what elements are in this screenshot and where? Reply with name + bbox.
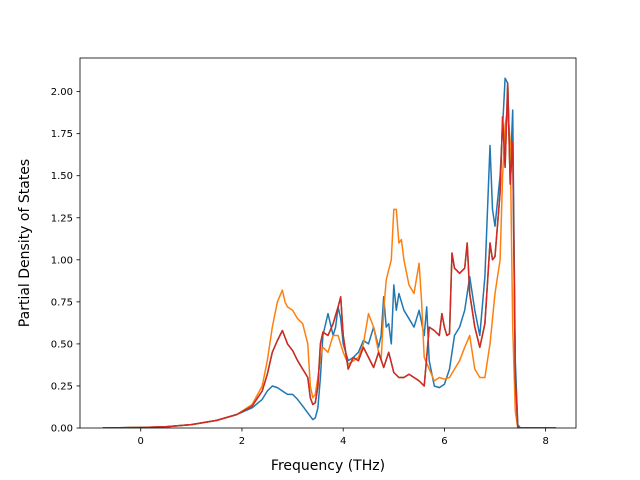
x-axis-ticks: 0 2 4 6 8 [138, 428, 549, 447]
axes-frame [79, 57, 577, 429]
y-tick-label: 1.25 [51, 213, 73, 224]
x-tick-label: 0 [138, 436, 144, 447]
y-axis-label: Partial Density of States [17, 159, 33, 327]
y-tick-label: 2.00 [51, 87, 73, 98]
series-layer [102, 77, 556, 428]
x-tick-label: 6 [441, 436, 447, 447]
y-tick-label: 0.00 [51, 424, 73, 435]
y-axis-ticks: 0.00 0.25 0.50 0.75 1.00 1.25 1.50 1.75 2.00 [51, 87, 80, 435]
series-line-4 [102, 82, 556, 428]
series-line-2 [102, 107, 556, 428]
y-tick-label: 0.50 [51, 339, 73, 350]
x-axis-label: Frequency (THz) [271, 458, 385, 474]
y-tick-label: 1.50 [51, 171, 73, 182]
y-tick-label: 1.00 [51, 255, 73, 266]
plot-area [79, 57, 577, 429]
y-tick-label: 0.75 [51, 297, 73, 308]
x-tick-label: 2 [239, 436, 245, 447]
y-tick-label: 0.25 [51, 381, 73, 392]
y-tick-label: 1.75 [51, 129, 73, 140]
x-tick-label: 4 [340, 436, 346, 447]
series-line-1 [102, 77, 556, 428]
x-tick-label: 8 [542, 436, 548, 447]
